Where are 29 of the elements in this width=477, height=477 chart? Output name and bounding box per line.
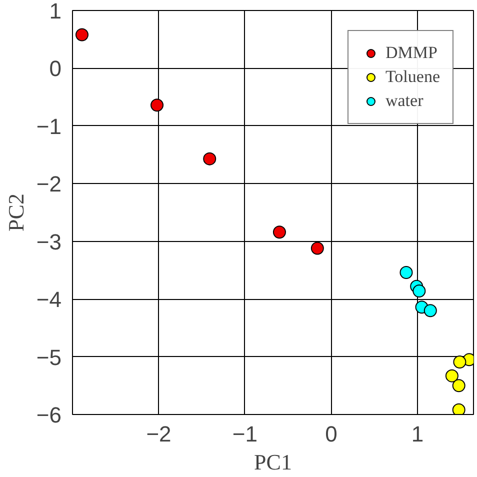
point bbox=[452, 379, 466, 392]
y-tick-label: −2 bbox=[36, 172, 62, 197]
x-tick-label: −1 bbox=[232, 422, 258, 446]
x-tick-label: 1 bbox=[411, 422, 424, 446]
x-axis-title: PC1 bbox=[254, 450, 292, 474]
y-tick-label: 0 bbox=[49, 56, 62, 82]
point bbox=[424, 304, 437, 318]
point bbox=[310, 242, 324, 255]
point bbox=[75, 28, 88, 42]
y-tick-label: −3 bbox=[36, 229, 62, 254]
point bbox=[445, 369, 458, 382]
point bbox=[452, 403, 466, 414]
point bbox=[400, 266, 413, 280]
x-tick-label: −2 bbox=[146, 422, 172, 446]
x-tick-label: 0 bbox=[325, 422, 338, 446]
y-tick-label: −1 bbox=[36, 114, 62, 139]
point bbox=[453, 355, 466, 368]
y-tick-label: −5 bbox=[36, 344, 62, 370]
legend-label: DMMP bbox=[385, 43, 438, 63]
point bbox=[272, 226, 286, 239]
y-tick-label: −6 bbox=[36, 402, 62, 428]
legend-label: Toluene bbox=[385, 67, 440, 87]
point bbox=[150, 98, 164, 112]
legend-label: water bbox=[385, 91, 424, 111]
point bbox=[412, 284, 426, 298]
y-tick-label: 1 bbox=[49, 0, 62, 24]
y-axis-title: PC2 bbox=[3, 194, 28, 232]
point bbox=[203, 152, 216, 166]
y-tick-label: −4 bbox=[36, 287, 62, 312]
